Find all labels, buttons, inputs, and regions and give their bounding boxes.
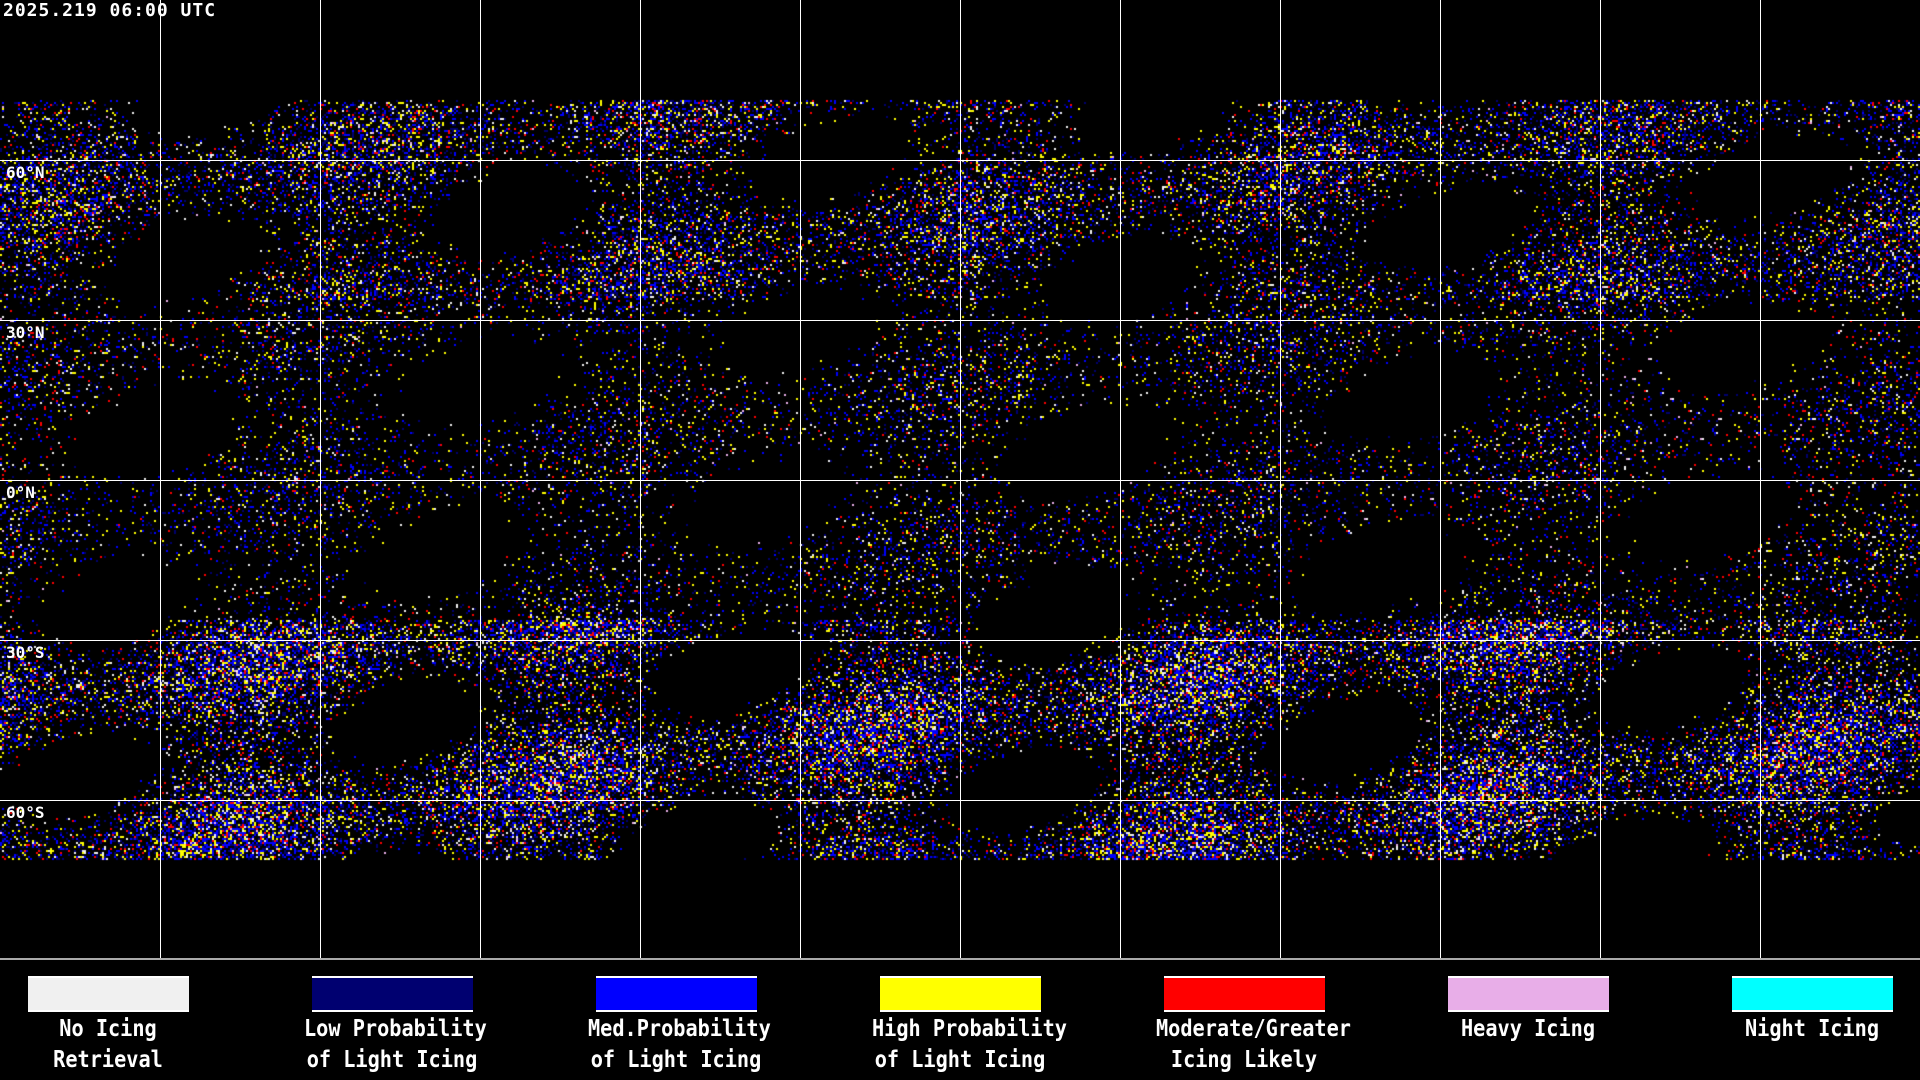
lat-label-0n: 0°N (6, 483, 35, 502)
legend-label: Med.Probability of Light Icing (588, 1016, 771, 1073)
legend-swatch (312, 976, 473, 1012)
legend-swatch (1732, 976, 1893, 1012)
legend-label: High Probability of Light Icing (872, 1016, 1067, 1073)
parallel-line (0, 640, 1920, 641)
legend-label: Low Probability of Light Icing (304, 1016, 487, 1073)
legend-swatch (596, 976, 757, 1012)
meridian-line (480, 0, 481, 958)
meridian-line (1600, 0, 1601, 958)
legend-item-heavy: Heavy Icing (1448, 976, 1648, 1042)
legend-label: Heavy Icing (1460, 1016, 1596, 1042)
parallel-line (0, 320, 1920, 321)
legend-label: Moderate/Greater Icing Likely (1156, 1016, 1351, 1073)
icing-map: 60°N 30°N 0°N 30°S 60°S 2025.219 06:00 U… (0, 0, 1920, 958)
lat-label-30s: 30°S (6, 643, 45, 662)
timestamp-title: 2025.219 06:00 UTC (3, 0, 217, 21)
meridian-line (320, 0, 321, 958)
legend-item-low: Low Probability of Light Icing (304, 976, 512, 1073)
parallel-line (0, 160, 1920, 161)
legend-label: Night Icing (1744, 1016, 1880, 1042)
meridian-line (1280, 0, 1281, 958)
meridian-line (1120, 0, 1121, 958)
meridian-line (1760, 0, 1761, 958)
meridian-line (960, 0, 961, 958)
meridian-line (640, 0, 641, 958)
legend-swatch (28, 976, 189, 1012)
legend-item-high: High Probability of Light Icing (872, 976, 1080, 1073)
lat-label-60s: 60°S (6, 803, 45, 822)
meridian-line (1440, 0, 1441, 958)
lat-label-30n: 30°N (6, 323, 45, 342)
legend-swatch (880, 976, 1041, 1012)
parallel-line (0, 800, 1920, 801)
legend-item-night: Night Icing (1732, 976, 1920, 1042)
legend-swatch (1164, 976, 1325, 1012)
legend-item-moderate: Moderate/Greater Icing Likely (1156, 976, 1364, 1073)
meridian-line (160, 0, 161, 958)
meridian-line (800, 0, 801, 958)
legend-swatch (1448, 976, 1609, 1012)
legend-item-no-icing: No Icing Retrieval (28, 976, 228, 1073)
legend-label: No Icing Retrieval (53, 1016, 163, 1073)
parallel-line (0, 480, 1920, 481)
legend-item-med: Med.Probability of Light Icing (588, 976, 796, 1073)
map-border (0, 958, 1920, 960)
lat-label-60n: 60°N (6, 163, 45, 182)
